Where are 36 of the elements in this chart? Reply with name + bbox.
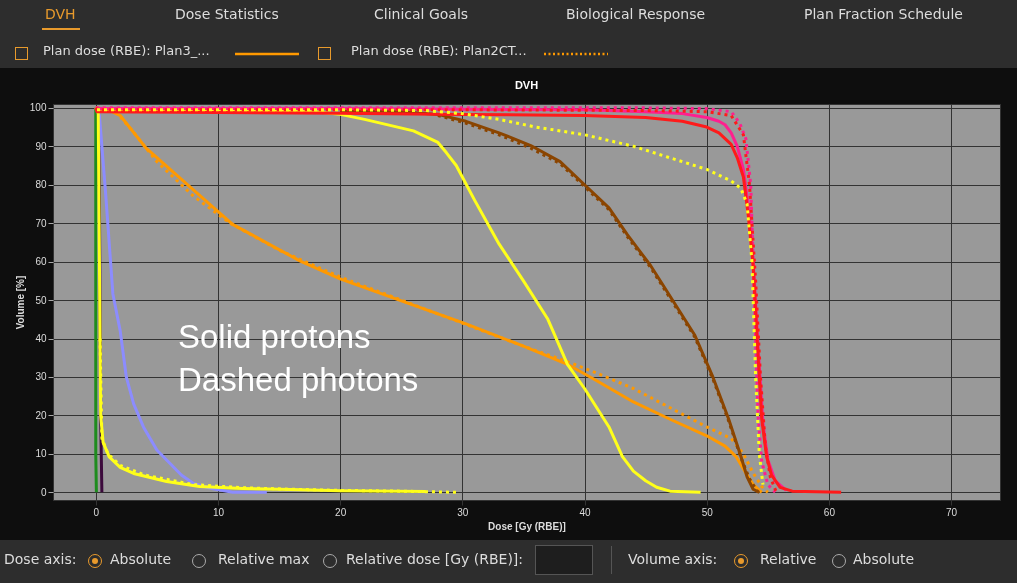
y-tick-label: 40 (35, 333, 47, 345)
text: Absolute (853, 551, 915, 567)
y-axis-title: Volume [%] (14, 275, 26, 330)
y-tick-label: 10 (35, 448, 47, 460)
x-tick-label: 70 (946, 506, 958, 518)
y-tick-label: 90 (35, 140, 47, 152)
y-tick-label: 70 (35, 217, 47, 229)
text: Dose Statistics (175, 6, 279, 22)
y-tick-label: 50 (35, 294, 47, 306)
x-tick-label: 40 (579, 506, 592, 518)
text: Absolute (110, 551, 172, 567)
x-tick-label: 10 (212, 506, 225, 518)
text: Volume axis: (628, 551, 718, 567)
text: Relative max (218, 551, 310, 567)
text: Clinical Goals (374, 6, 469, 22)
text: Dose axis: (4, 551, 77, 567)
x-tick-label: 50 (701, 506, 714, 518)
text: DVH (45, 6, 76, 22)
x-tick-label: 20 (335, 506, 347, 518)
text: Plan Fraction Schedule (804, 6, 963, 22)
x-axis-title: Dose [Gy (RBE)] (488, 520, 566, 532)
chart-title: DVH (514, 78, 539, 91)
x-tick-label: 60 (823, 506, 836, 518)
y-tick-label: 80 (35, 179, 47, 191)
y-tick-label: 0 (40, 486, 47, 498)
x-tick-label: 0 (93, 506, 100, 518)
text: Plan dose (RBE): Plan3_... (43, 43, 210, 58)
text: Relative dose [Gy (RBE)]: (346, 551, 524, 567)
y-tick-label: 30 (35, 371, 47, 383)
y-tick-label: 100 (29, 102, 47, 114)
x-tick-label: 30 (457, 506, 469, 518)
text: Plan dose (RBE): Plan2CT... (351, 43, 527, 58)
text: Relative (760, 551, 817, 567)
y-tick-label: 20 (35, 409, 47, 421)
y-tick-label: 60 (35, 256, 47, 268)
text: Biological Response (566, 6, 706, 22)
